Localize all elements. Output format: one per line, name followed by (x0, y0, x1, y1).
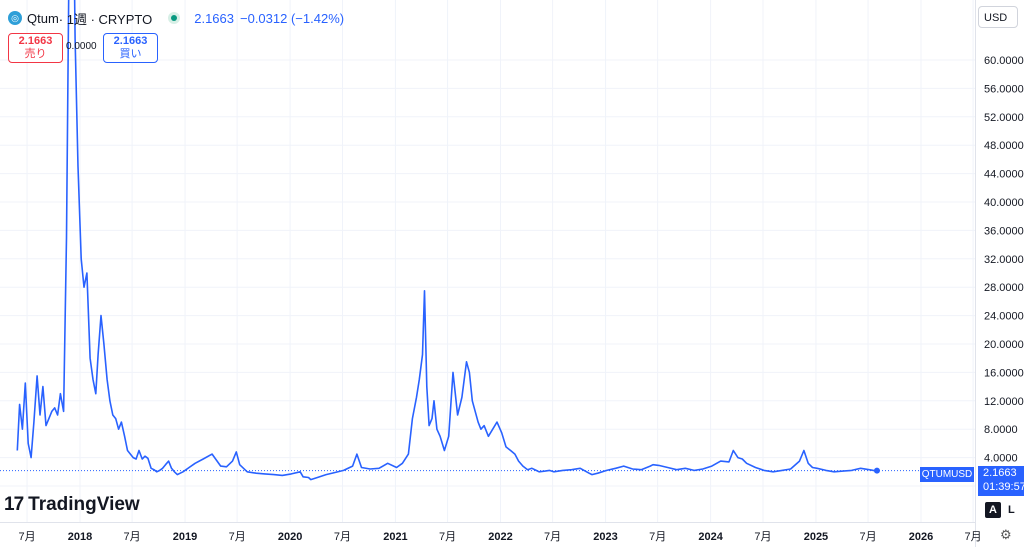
x-tick-label: 7月 (334, 531, 351, 543)
last-price-marker (873, 467, 880, 474)
y-tick-label: 48.0000 (984, 140, 1024, 152)
grid (0, 0, 975, 522)
x-tick-label: 2024 (698, 531, 723, 543)
log-scale-button[interactable]: L (1008, 504, 1015, 516)
y-tick-label: 4.0000 (984, 453, 1018, 465)
currency-selector[interactable]: USD (978, 6, 1018, 28)
symbol-price-tag: QTUMUSD (920, 467, 974, 482)
sell-price: 2.1663 (18, 35, 53, 47)
x-tick-label: 2022 (488, 531, 512, 543)
spread-value: 0.0000 (66, 41, 97, 52)
tradingview-logo-icon: 17 (4, 494, 24, 515)
x-tick-label: 2020 (278, 531, 302, 543)
x-tick-label: 2023 (593, 531, 617, 543)
x-tick-label: 7月 (859, 531, 876, 543)
x-tick-label: 2019 (173, 531, 197, 543)
x-tick-label: 7月 (439, 531, 456, 543)
last-price-tag: 2.1663 01:39:57 (978, 466, 1024, 496)
y-tick-label: 8.0000 (984, 424, 1018, 436)
sell-button[interactable]: 2.1663 売り (8, 33, 63, 63)
x-tick-label: 7月 (124, 531, 141, 543)
x-tick-label: 2021 (383, 531, 407, 543)
y-tick-label: 16.0000 (984, 367, 1024, 379)
symbol-legend: ◎ Qtum · 1週 · CRYPTO 2.1663 −0.0312 (−1.… (8, 8, 344, 28)
x-tick-label: 7月 (18, 531, 35, 543)
x-tick-label: 2026 (909, 531, 933, 543)
x-tick-label: 7月 (544, 531, 561, 543)
last-price-tag-value: 2.1663 (983, 467, 1017, 479)
y-tick-label: 56.0000 (984, 83, 1024, 95)
x-tick-label: 7月 (649, 531, 666, 543)
last-price: 2.1663 (194, 10, 234, 26)
x-tick-label: 2025 (804, 531, 828, 543)
x-tick-label: 7月 (229, 531, 246, 543)
tradingview-logo[interactable]: 17 TradingView (4, 494, 140, 516)
axes (0, 0, 976, 547)
market-status-icon (168, 12, 181, 24)
buy-button[interactable]: 2.1663 買い (103, 33, 158, 63)
x-tick-label: 7月 (965, 531, 982, 543)
bar-countdown: 01:39:57 (983, 481, 1024, 493)
interval-label[interactable]: · 1週 · CRYPTO (58, 11, 153, 27)
y-tick-label: 28.0000 (984, 282, 1024, 294)
y-tick-label: 60.0000 (984, 55, 1024, 67)
tradingview-logo-text: TradingView (28, 494, 140, 515)
y-tick-label: 40.0000 (984, 197, 1024, 209)
y-tick-label: 52.0000 (984, 112, 1024, 124)
y-tick-label: 24.0000 (984, 311, 1024, 323)
x-tick-label: 7月 (754, 531, 771, 543)
settings-gear-icon[interactable]: ⚙ (1000, 527, 1012, 542)
x-tick-label: 2018 (68, 531, 92, 543)
buy-label: 買い (119, 48, 142, 60)
buy-price: 2.1663 (113, 35, 148, 47)
y-tick-label: 36.0000 (984, 225, 1024, 237)
y-tick-label: 20.0000 (984, 339, 1024, 351)
price-change: −0.0312 (−1.42%) (240, 10, 345, 26)
symbol-name[interactable]: Qtum (27, 10, 59, 26)
sell-label: 売り (24, 48, 47, 60)
auto-scale-button[interactable]: A (985, 502, 1001, 518)
y-tick-label: 12.0000 (984, 396, 1024, 408)
y-tick-label: 44.0000 (984, 169, 1024, 181)
tick-labels: 4.0000 8.0000 12.0000 16.0000 20.0000 24.0000… (18, 55, 1023, 543)
price-line (16, 0, 878, 481)
y-tick-label: 32.0000 (984, 254, 1024, 266)
qtum-icon: ◎ (8, 11, 22, 25)
